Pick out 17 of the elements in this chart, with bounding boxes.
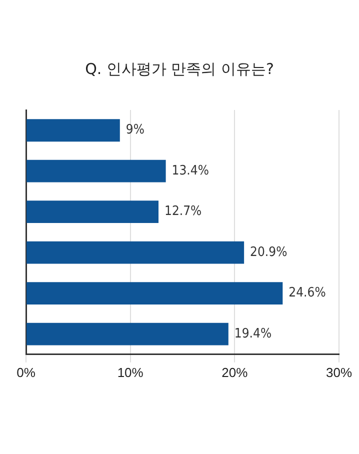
data-label: 19.4% (234, 326, 272, 342)
chart-title: Q. 인사평가 만족의 이유는? (84, 60, 275, 79)
x-tick-label: 20% (222, 364, 248, 380)
x-tick-label: 10% (117, 364, 144, 380)
bar (26, 241, 244, 264)
bar (26, 160, 166, 182)
data-label: 12.7% (164, 204, 202, 220)
x-tick-label: 30% (326, 364, 352, 380)
x-tick-label: 0% (16, 364, 36, 380)
data-label: 13.4% (172, 163, 209, 178)
data-label: 9% (126, 122, 144, 138)
bar (26, 322, 228, 346)
bar (26, 200, 159, 224)
bar (26, 282, 283, 304)
data-label: 20.9% (250, 244, 288, 260)
data-label: 24.6% (288, 286, 326, 301)
bar (26, 119, 120, 142)
